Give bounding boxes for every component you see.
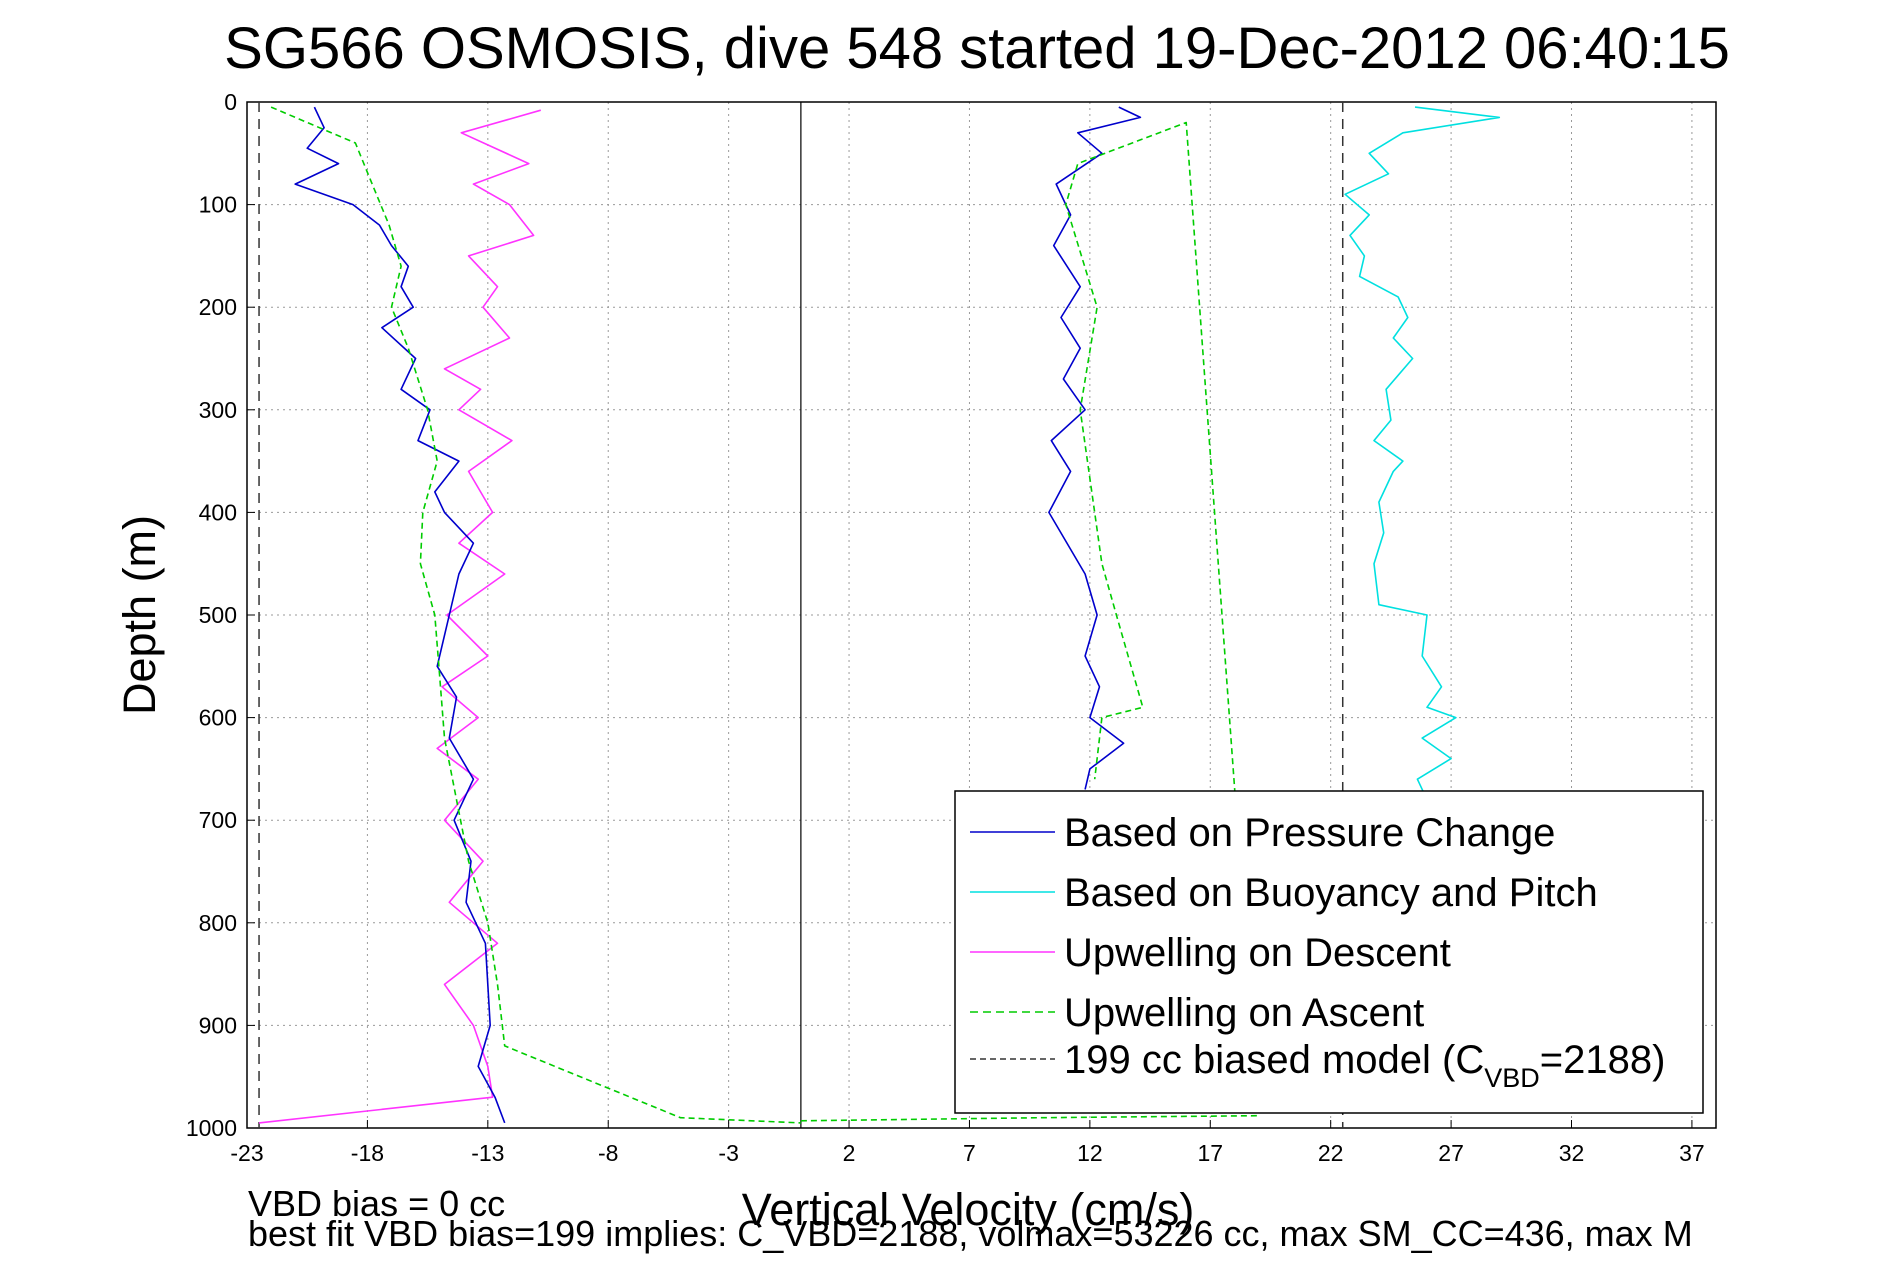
x-tick-labels: -23 -18 -13 -8 -3 2 7 12 17 22 27 32 37 bbox=[230, 1120, 1705, 1166]
y-tick-label: 700 bbox=[199, 807, 237, 833]
x-tick-label: 12 bbox=[1077, 1140, 1103, 1166]
series-line-based-on-pressure-change bbox=[294, 106, 506, 1124]
y-tick-label: 200 bbox=[199, 294, 237, 320]
series-layer bbox=[258, 106, 1501, 1124]
x-tick-label: 37 bbox=[1679, 1140, 1705, 1166]
legend-label-pressure: Based on Pressure Change bbox=[1064, 811, 1555, 855]
x-tick-label: 22 bbox=[1318, 1140, 1344, 1166]
x-tick-label: -3 bbox=[718, 1140, 738, 1166]
x-tick-label: -23 bbox=[230, 1140, 263, 1166]
y-tick-label: 800 bbox=[199, 910, 237, 936]
y-tick-label: 500 bbox=[199, 602, 237, 628]
y-tick-label: 900 bbox=[199, 1012, 237, 1038]
x-tick-label: 27 bbox=[1438, 1140, 1464, 1166]
y-tick-label: 600 bbox=[199, 705, 237, 731]
legend-label-descent: Upwelling on Descent bbox=[1064, 931, 1451, 975]
y-tick-label: 1000 bbox=[186, 1115, 237, 1141]
x-tick-label: 2 bbox=[843, 1140, 856, 1166]
legend-label-model: 199 cc biased model (CVBD=2188) bbox=[1064, 1038, 1665, 1093]
x-tick-label: -8 bbox=[598, 1140, 618, 1166]
x-tick-label: 17 bbox=[1197, 1140, 1223, 1166]
y-tick-label: 0 bbox=[224, 89, 237, 115]
series-line-based-on-buoyancy-and-pitch bbox=[1344, 106, 1501, 801]
x-axis-label: Vertical Velocity (cm/s) bbox=[742, 1184, 1195, 1235]
x-tick-label: 7 bbox=[963, 1140, 976, 1166]
chart-title: SG566 OSMOSIS, dive 548 started 19-Dec-2… bbox=[224, 16, 1730, 81]
y-tick-label: 400 bbox=[199, 499, 237, 525]
y-tick-label: 100 bbox=[199, 192, 237, 218]
legend-label-buoyancy: Based on Buoyancy and Pitch bbox=[1064, 871, 1598, 915]
legend: Based on Pressure Change Based on Buoyan… bbox=[954, 790, 1704, 1114]
y-axis-label: Depth (m) bbox=[114, 515, 165, 715]
footer-best-fit: best fit VBD bias=199 implies: C_VBD=218… bbox=[248, 1213, 1693, 1254]
series-line-upwelling-on-descent bbox=[258, 109, 542, 1124]
x-tick-label: -13 bbox=[471, 1140, 504, 1166]
y-tick-label: 300 bbox=[199, 397, 237, 423]
footer-vbd-bias: VBD bias = 0 cc bbox=[248, 1183, 505, 1224]
legend-box bbox=[954, 790, 1704, 1114]
legend-label-ascent: Upwelling on Ascent bbox=[1064, 991, 1424, 1035]
series-line-upwelling-on-ascent bbox=[270, 106, 801, 1124]
x-tick-label: -18 bbox=[351, 1140, 384, 1166]
x-tick-label: 32 bbox=[1559, 1140, 1585, 1166]
y-tick-labels: 0 100 200 300 400 500 600 700 800 900 1000 bbox=[186, 89, 255, 1141]
series-line-based-on-pressure-change bbox=[1048, 106, 1142, 790]
